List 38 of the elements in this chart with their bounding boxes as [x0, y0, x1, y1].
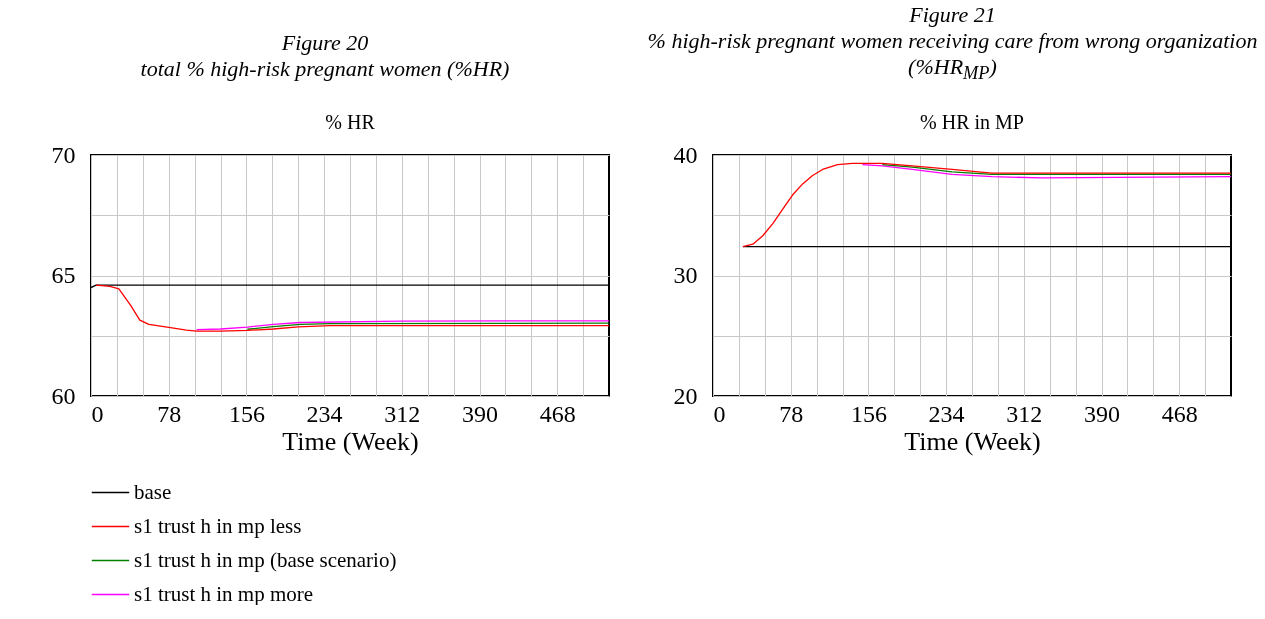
y-tick-label: 65: [51, 262, 76, 288]
x-axis-title: Time (Week): [904, 426, 1041, 456]
chart-title: % HR: [325, 111, 376, 133]
legend-label: s1 trust h in mp less: [134, 513, 302, 538]
x-tick-label: 78: [779, 400, 804, 427]
line-series: [881, 163, 1231, 175]
text: % high-risk pregnant women receiving care from wrong organization (%HR$_{MP}$): [647, 28, 1258, 84]
x-tick-label: 156: [228, 400, 265, 427]
legend-label: base: [134, 479, 172, 504]
y-tick-label: 30: [673, 262, 698, 288]
line-series: [861, 163, 1231, 179]
x-tick-label: 156: [850, 400, 887, 427]
x-tick-label: 0: [713, 400, 726, 427]
y-tick-label: 60: [51, 382, 76, 409]
x-tick-label: 234: [928, 400, 965, 427]
line-series: [246, 322, 609, 330]
legend-label: s1 trust h in mp (base scenario): [134, 547, 397, 572]
x-tick-label: 78: [157, 400, 182, 427]
line-series: [95, 284, 609, 332]
line-series: [195, 320, 609, 331]
caption: Figure 21: [909, 2, 996, 27]
text: total % high-risk pregnant women (%HR): [140, 56, 510, 81]
x-tick-label: 468: [539, 400, 576, 427]
x-tick-label: 390: [1084, 400, 1120, 427]
y-tick-label: 70: [51, 141, 76, 168]
line-series: [742, 162, 1231, 248]
caption: Figure 20: [281, 30, 369, 55]
x-tick-label: 312: [384, 400, 421, 427]
y-tick-label: 40: [673, 141, 698, 168]
legend-label: s1 trust h in mp more: [134, 581, 314, 606]
x-tick-label: 468: [1161, 400, 1198, 427]
x-tick-label: 312: [1006, 400, 1043, 427]
x-axis-title: Time (Week): [282, 426, 419, 456]
x-tick-label: 234: [306, 400, 343, 427]
chart-title: % HR in MP: [920, 111, 1024, 133]
y-tick-label: 20: [673, 382, 698, 409]
x-tick-label: 390: [462, 400, 498, 427]
x-tick-label: 0: [91, 400, 104, 427]
